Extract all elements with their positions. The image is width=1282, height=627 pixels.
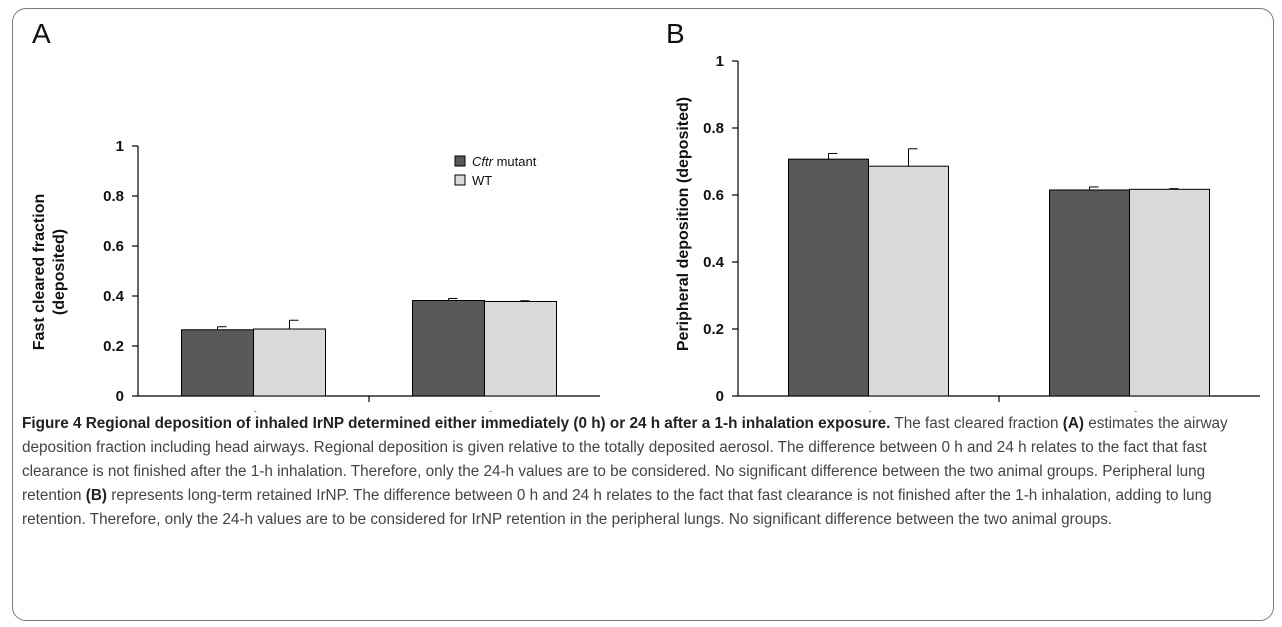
chart-b-y-tick-label: 0.8: [703, 120, 724, 137]
chart-b-bar: [868, 165, 949, 397]
chart-a-x-tick-label: 24h: [471, 410, 499, 412]
caption-part-1: The fast cleared fraction: [890, 415, 1063, 432]
chart-a-legend-label-wt: WT: [472, 173, 492, 188]
caption-ref-b: (B): [85, 487, 108, 504]
panel-letter-b: B: [666, 18, 685, 49]
chart-b-y-tick-label: 0: [716, 388, 724, 405]
caption-title: Figure 4 Regional deposition of inhaled …: [22, 415, 891, 432]
chart-b-y-axis-title: Peripheral deposition (deposited): [675, 97, 692, 351]
chart-a-y-tick-label: 0.2: [103, 338, 124, 355]
chart-b: 0 0.2 0.4 0.6 0.8 1 0h 24h Peripheral deposition…: [675, 53, 1260, 412]
caption-ref-a: (A): [1062, 415, 1084, 432]
chart-a-legend-swatch-wt: [454, 174, 466, 186]
chart-a-y-tick-label: 1: [116, 138, 124, 155]
chart-b-x-tick-label: 0h: [859, 410, 878, 412]
chart-b-bar: [1049, 189, 1130, 397]
panel-letter-a: A: [32, 18, 51, 49]
chart-a-bar: [412, 300, 485, 397]
chart-a-legend-label-mutant: Cftr mutant: [472, 154, 537, 169]
caption-part-3: represents long-term retained IrNP. The …: [22, 487, 1212, 528]
chart-a-y-tick-label: 0.4: [103, 288, 125, 305]
chart-a: 0 0.2 0.4 0.6 0.8 1 0h 24h Fast cleared fraction…: [31, 138, 600, 412]
chart-a-y-tick-label: 0: [116, 388, 124, 405]
chart-a-y-tick-label: 0.8: [103, 188, 124, 205]
chart-a-bar: [253, 328, 326, 397]
caption-part-2: estimates the airway deposition fraction…: [22, 415, 1228, 504]
chart-b-x-tick-label: 24h: [1116, 410, 1144, 412]
chart-a-y-axis-title: Fast cleared fraction: [31, 194, 48, 351]
chart-a-bar: [181, 329, 254, 397]
chart-b-bar: [1129, 188, 1210, 397]
chart-a-y-axis-title-2: (deposited): [51, 229, 68, 315]
figure-frame: [12, 8, 1274, 621]
chart-a-y-tick-label: 0.6: [103, 238, 124, 255]
chart-a-bar: [484, 301, 557, 397]
chart-b-y-tick-label: 1: [716, 53, 724, 70]
chart-b-y-tick-label: 0.2: [703, 321, 724, 338]
figure-caption: Figure 4 Regional deposition of inhaled …: [22, 412, 1262, 532]
chart-a-x-tick-label: 0h: [244, 410, 263, 412]
chart-a-legend-swatch-mutant: [454, 155, 466, 167]
chart-b-bar: [788, 158, 869, 397]
chart-b-y-tick-label: 0.6: [703, 187, 724, 204]
chart-b-y-tick-label: 0.4: [703, 254, 725, 271]
